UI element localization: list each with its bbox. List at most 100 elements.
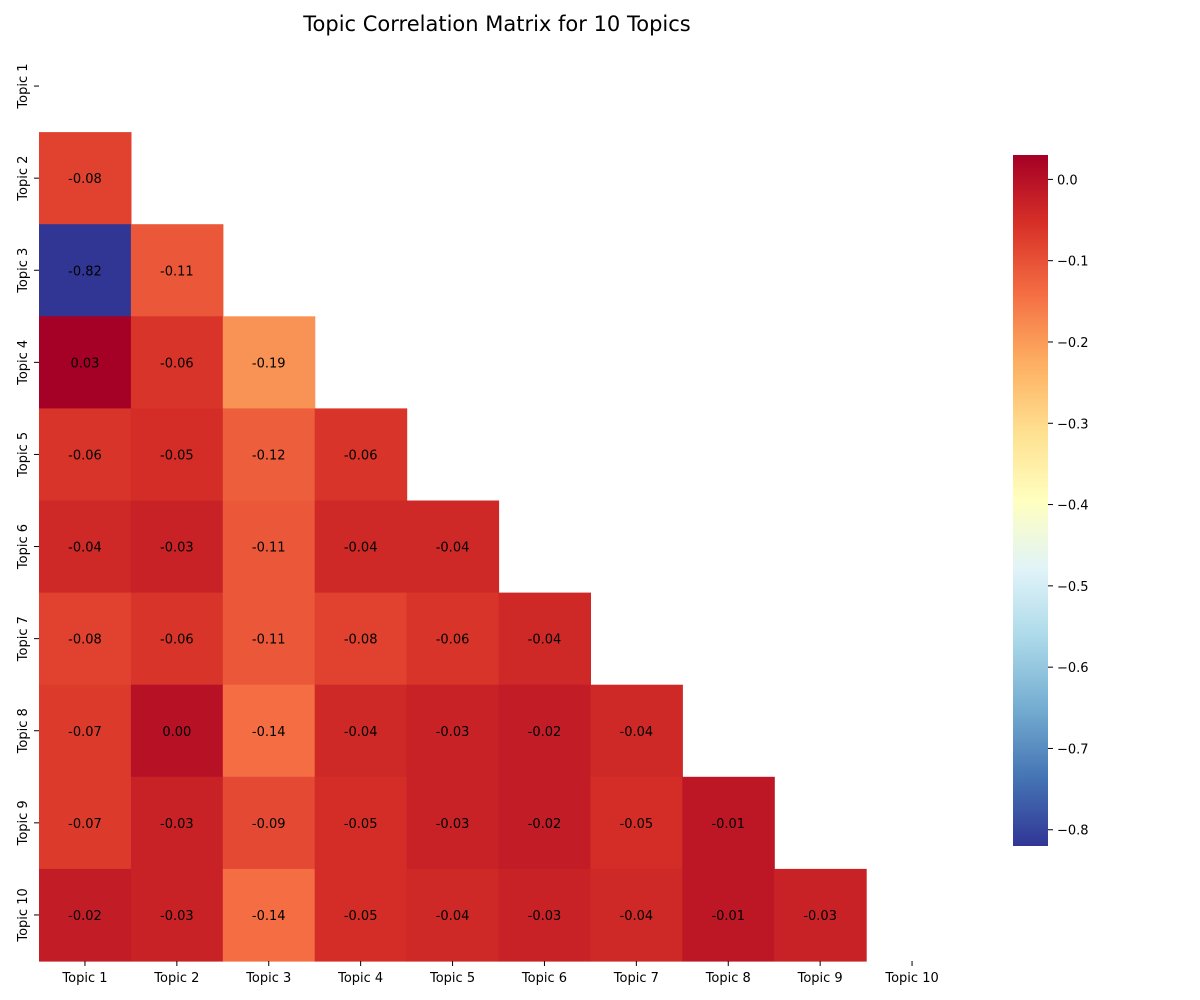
cell-value-label: -0.04: [620, 725, 654, 740]
heatmap-cell: [222, 408, 316, 502]
heatmap-cell: [222, 316, 316, 409]
colorbar-tick-label: −0.2: [1057, 336, 1089, 351]
heatmap-cell: [39, 132, 132, 225]
heatmap-cell: [130, 500, 224, 594]
cell-value-label: -0.07: [68, 725, 102, 740]
heatmap-cell: [222, 500, 316, 594]
cell-value-label: -0.06: [436, 633, 470, 648]
heatmap-cell: [39, 500, 132, 594]
heatmap-cell: [314, 592, 408, 686]
colorbar-bar: [1013, 155, 1048, 846]
heatmap-cell: [498, 776, 591, 870]
y-tick-label: Topic 3: [16, 248, 31, 294]
heatmap-cell: [314, 776, 408, 870]
x-tick-label: Topic 6: [521, 971, 567, 986]
x-tick-label: Topic 3: [245, 971, 291, 986]
heatmap-cell: [130, 684, 224, 778]
cell-value-label: -0.19: [252, 356, 286, 371]
cell-value-label: -0.01: [711, 817, 745, 832]
cell-value-label: -0.05: [160, 448, 194, 463]
cell-value-label: -0.08: [344, 633, 378, 648]
heatmap-cell: [222, 592, 316, 686]
cell-value-label: -0.08: [68, 172, 102, 187]
heatmap-cell: [590, 868, 683, 962]
colorbar-tick-label: −0.7: [1057, 742, 1089, 757]
cell-value-label: -0.02: [528, 817, 562, 832]
x-tick-label: Topic 5: [429, 971, 475, 986]
colorbar-tick-label: −0.3: [1057, 417, 1089, 432]
cell-value-label: -0.06: [68, 448, 102, 463]
cell-value-label: -0.01: [711, 909, 745, 924]
cell-value-label: -0.05: [620, 817, 654, 832]
y-tick-labels: Topic 1 Topic 2 Topic 3 Topic 4 Topic 5 Topic…: [16, 63, 39, 943]
colorbar-tick-label: 0.0: [1057, 173, 1078, 188]
cell-value-label: -0.03: [160, 817, 194, 832]
cell-value-label: -0.11: [252, 633, 286, 648]
heatmap-cell: [498, 592, 591, 686]
heatmap-cell: [222, 684, 316, 778]
heatmap-cell: [498, 684, 591, 778]
heatmap-cell: [222, 868, 316, 962]
heatmap-cell: [682, 776, 775, 870]
cell-value-label: -0.06: [160, 633, 194, 648]
cell-value-label: -0.06: [344, 448, 378, 463]
heatmap-cell: [39, 684, 132, 778]
cell-value-label: -0.03: [160, 541, 194, 556]
cell-value-label: -0.03: [803, 909, 837, 924]
cell-value-label: -0.06: [160, 356, 194, 371]
heatmap-cell: [590, 776, 683, 870]
heatmap-cell: [406, 868, 500, 962]
colorbar-tick-label: −0.1: [1057, 255, 1089, 270]
cell-value-label: -0.11: [252, 541, 286, 556]
heatmap-cell: [314, 408, 408, 502]
y-tick-label: Topic 1: [16, 63, 31, 109]
cell-value-label: 0.00: [162, 725, 191, 740]
cell-value-label: -0.04: [528, 633, 562, 648]
colorbar-tick-label: −0.4: [1057, 499, 1089, 514]
heatmap-cell: [130, 868, 224, 962]
cell-value-label: -0.82: [68, 264, 102, 279]
heatmap-cell: [39, 224, 132, 317]
y-tick-label: Topic 8: [16, 708, 31, 754]
heatmap-cell: [406, 592, 500, 686]
y-tick-label: Topic 7: [16, 616, 31, 662]
y-tick-label: Topic 4: [16, 340, 31, 386]
heatmap-cell: [314, 868, 408, 962]
heatmap-cell: [39, 776, 132, 870]
cell-value-label: -0.04: [68, 541, 102, 556]
heatmap-cell: [130, 408, 224, 502]
cell-value-label: -0.04: [436, 909, 470, 924]
chart-title: Topic Correlation Matrix for 10 Topics: [302, 12, 690, 36]
heatmap-cell: [406, 776, 500, 870]
cell-value-label: -0.14: [252, 725, 286, 740]
heatmap-cell: [682, 868, 775, 962]
cell-value-label: -0.08: [68, 633, 102, 648]
x-tick-label: Topic 8: [705, 971, 751, 986]
cell-value-label: -0.07: [68, 817, 102, 832]
heatmap-cell: [314, 500, 408, 594]
colorbar-tick-label: −0.8: [1057, 824, 1089, 839]
cell-value-label: -0.04: [436, 541, 470, 556]
cell-value-label: -0.03: [436, 817, 470, 832]
heatmap-cell: [774, 868, 867, 962]
cell-value-label: -0.04: [620, 909, 654, 924]
y-tick-label: Topic 6: [16, 524, 31, 570]
heatmap-cells: -0.08 -0.82 -0.11 0.03 -0.06 -0.19 -0.06 -0.05 -…: [39, 132, 867, 962]
cell-value-label: 0.03: [70, 356, 99, 371]
x-tick-label: Topic 9: [797, 971, 843, 986]
y-tick-label: Topic 10: [16, 888, 31, 942]
cell-value-label: -0.14: [252, 909, 286, 924]
cell-value-label: -0.05: [344, 909, 378, 924]
colorbar-tick-label: −0.5: [1057, 580, 1089, 595]
y-tick-label: Topic 5: [16, 432, 31, 478]
heatmap-cell: [222, 776, 316, 870]
colorbar-tick-label: −0.6: [1057, 661, 1089, 676]
y-tick-label: Topic 2: [16, 156, 31, 202]
cell-value-label: -0.03: [160, 909, 194, 924]
colorbar: 0.0 −0.1 −0.2 −0.3 −0.4 −0.5 −0.6 −0.7 −0.8: [1013, 155, 1089, 846]
heatmap-cell: [406, 684, 500, 778]
heatmap-cell: [498, 868, 591, 962]
cell-value-label: -0.05: [344, 817, 378, 832]
x-tick-label: Topic 4: [337, 971, 383, 986]
